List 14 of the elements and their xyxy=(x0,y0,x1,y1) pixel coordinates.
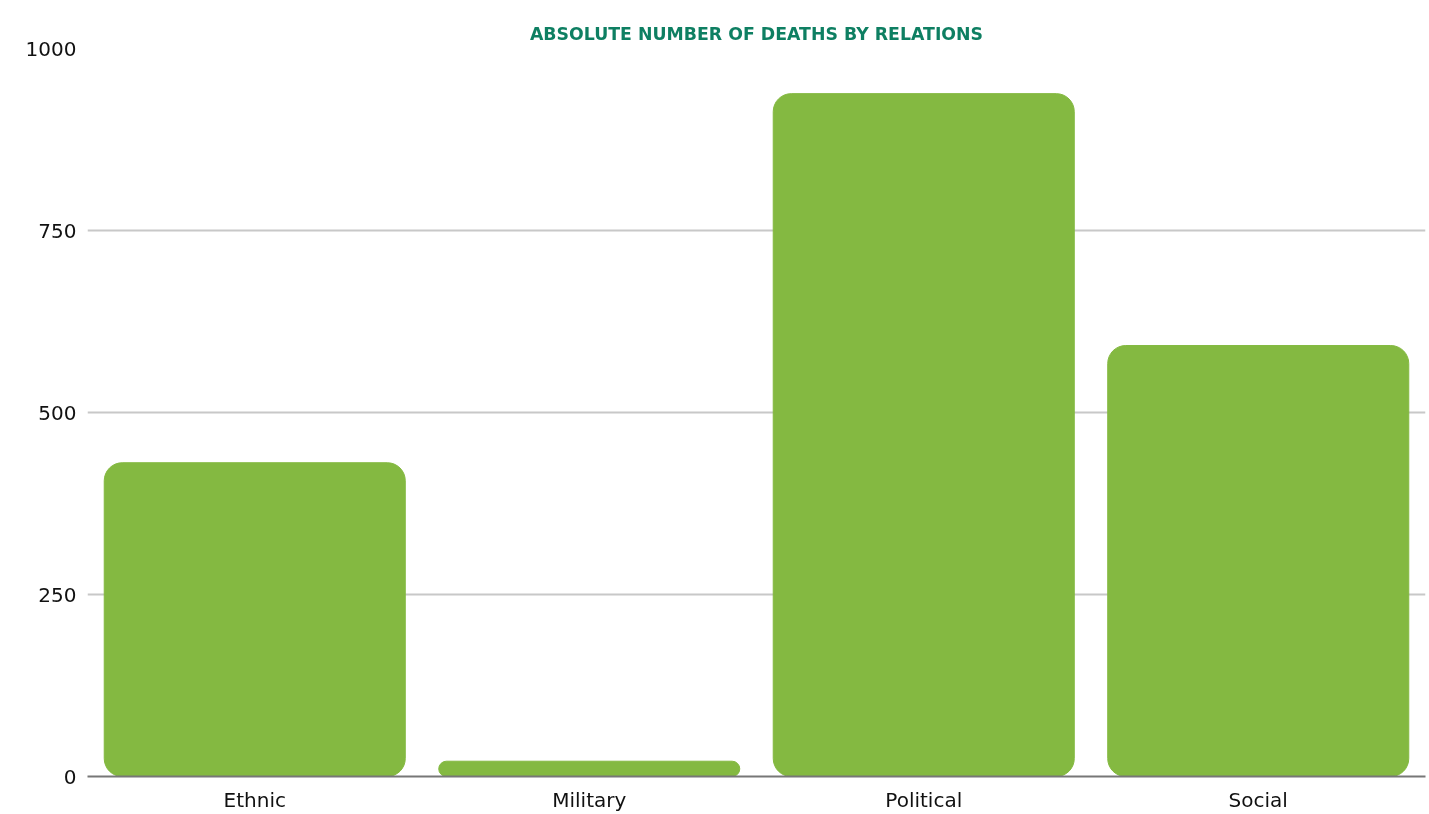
x-tick-label: Military xyxy=(552,787,627,812)
y-tick-label: 750 xyxy=(38,218,77,243)
y-tick-label: 0 xyxy=(63,764,77,789)
chart-title: ABSOLUTE NUMBER OF DEATHS BY RELATIONS xyxy=(529,23,984,44)
bar xyxy=(1107,345,1410,777)
bar xyxy=(103,462,406,777)
x-tick-label: Ethnic xyxy=(223,787,286,812)
y-tick-label: 1000 xyxy=(25,36,77,61)
y-tick-label: 500 xyxy=(38,400,77,425)
y-tick-label: 250 xyxy=(38,582,77,607)
x-tick-label: Political xyxy=(885,787,963,812)
x-tick-label: Social xyxy=(1228,787,1288,812)
bar xyxy=(438,760,741,777)
bar xyxy=(772,93,1075,777)
